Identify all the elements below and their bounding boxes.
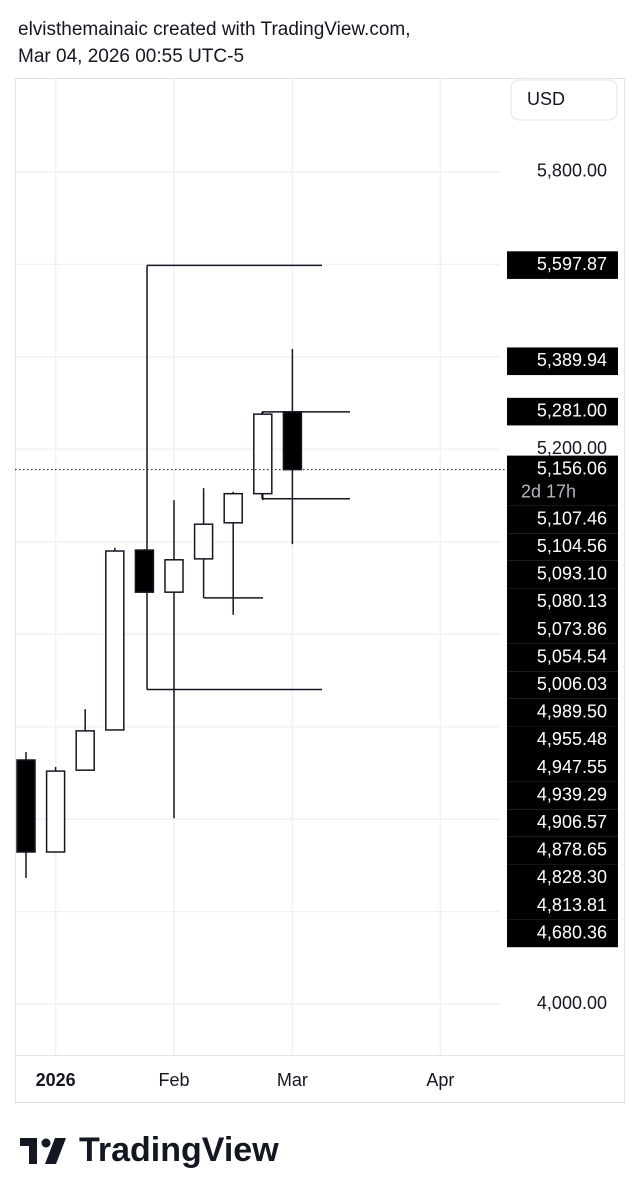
price-label-box bbox=[507, 560, 618, 589]
price-label: 4,955.48 bbox=[537, 729, 607, 749]
price-label-box bbox=[507, 754, 618, 782]
price-label-box bbox=[507, 397, 618, 426]
price-label-box bbox=[507, 347, 618, 376]
price-label-box bbox=[507, 588, 618, 617]
countdown: 2d 17h bbox=[521, 481, 576, 501]
price-label-box bbox=[507, 616, 618, 644]
price-label-box bbox=[507, 671, 618, 699]
price-label: 4,947.55 bbox=[537, 757, 607, 777]
price-label-box bbox=[507, 892, 618, 920]
price-label-box bbox=[507, 809, 618, 837]
watermark-line: elvisthemainaic created with TradingView… bbox=[18, 19, 411, 40]
candle-body bbox=[105, 550, 125, 731]
price-label-box bbox=[507, 533, 618, 561]
price-label: 5,107.46 bbox=[537, 508, 607, 528]
y-tick-label: 5,800.00 bbox=[537, 161, 607, 181]
price-label: 5,073.86 bbox=[537, 619, 607, 639]
price-label: 5,054.54 bbox=[537, 646, 607, 666]
price-label: 4,680.36 bbox=[537, 922, 607, 942]
x-tick-label: 2026 bbox=[36, 1070, 76, 1090]
currency-button[interactable] bbox=[510, 79, 618, 121]
price-label: 5,156.06 bbox=[537, 458, 607, 478]
currency[interactable]: USD bbox=[527, 89, 565, 109]
y-tick-label: 5,200.00 bbox=[537, 438, 607, 458]
price-label: 4,828.30 bbox=[537, 867, 607, 887]
candle-body bbox=[282, 411, 303, 471]
candle-body bbox=[45, 770, 66, 853]
price-label: 5,006.03 bbox=[537, 674, 607, 694]
price-label-box bbox=[507, 726, 618, 755]
price-label-box bbox=[507, 251, 618, 279]
price-label: 4,989.50 bbox=[537, 702, 607, 722]
price-label: 5,597.87 bbox=[537, 254, 607, 274]
candle-body bbox=[164, 559, 184, 593]
price-label-box bbox=[507, 836, 618, 865]
y-tick-label: 4,000.00 bbox=[537, 993, 607, 1013]
price-label-box bbox=[507, 505, 618, 534]
watermark-line: Mar 04, 2026 00:55 UTC-5 bbox=[18, 46, 244, 67]
chart-frame bbox=[15, 78, 625, 1103]
candle-body bbox=[16, 759, 36, 853]
price-label-box bbox=[507, 919, 618, 948]
candle-body bbox=[223, 492, 243, 524]
x-tick-label: Apr bbox=[426, 1070, 454, 1090]
price-label: 4,939.29 bbox=[537, 784, 607, 804]
price-label: 5,093.10 bbox=[537, 564, 607, 584]
x-tick-label: Mar bbox=[277, 1070, 308, 1090]
brand-name: TradingView bbox=[79, 1131, 279, 1169]
x-tick-label: Feb bbox=[158, 1070, 189, 1090]
price-label: 4,878.65 bbox=[537, 840, 607, 860]
price-label: 5,104.56 bbox=[537, 536, 607, 556]
price-label-box bbox=[507, 643, 618, 672]
candle-body bbox=[193, 523, 214, 560]
candle-body bbox=[253, 413, 273, 495]
price-label: 4,813.81 bbox=[537, 895, 607, 915]
price-label: 5,389.94 bbox=[537, 350, 607, 370]
brand-logo bbox=[20, 1138, 66, 1164]
plot: 4,000.00 5,200.00 5,800.00 2026 Feb Mar Apr 5,5… bbox=[15, 78, 618, 1090]
price-label: 5,281.00 bbox=[537, 401, 607, 421]
price-label-box bbox=[507, 698, 618, 727]
candle-body bbox=[134, 549, 155, 593]
price-label: 4,906.57 bbox=[537, 812, 607, 832]
candle-body bbox=[75, 730, 95, 771]
price-label-box bbox=[507, 781, 618, 810]
price-label-box bbox=[507, 455, 618, 506]
price-label-box bbox=[507, 864, 618, 893]
price-label: 5,080.13 bbox=[537, 591, 607, 611]
